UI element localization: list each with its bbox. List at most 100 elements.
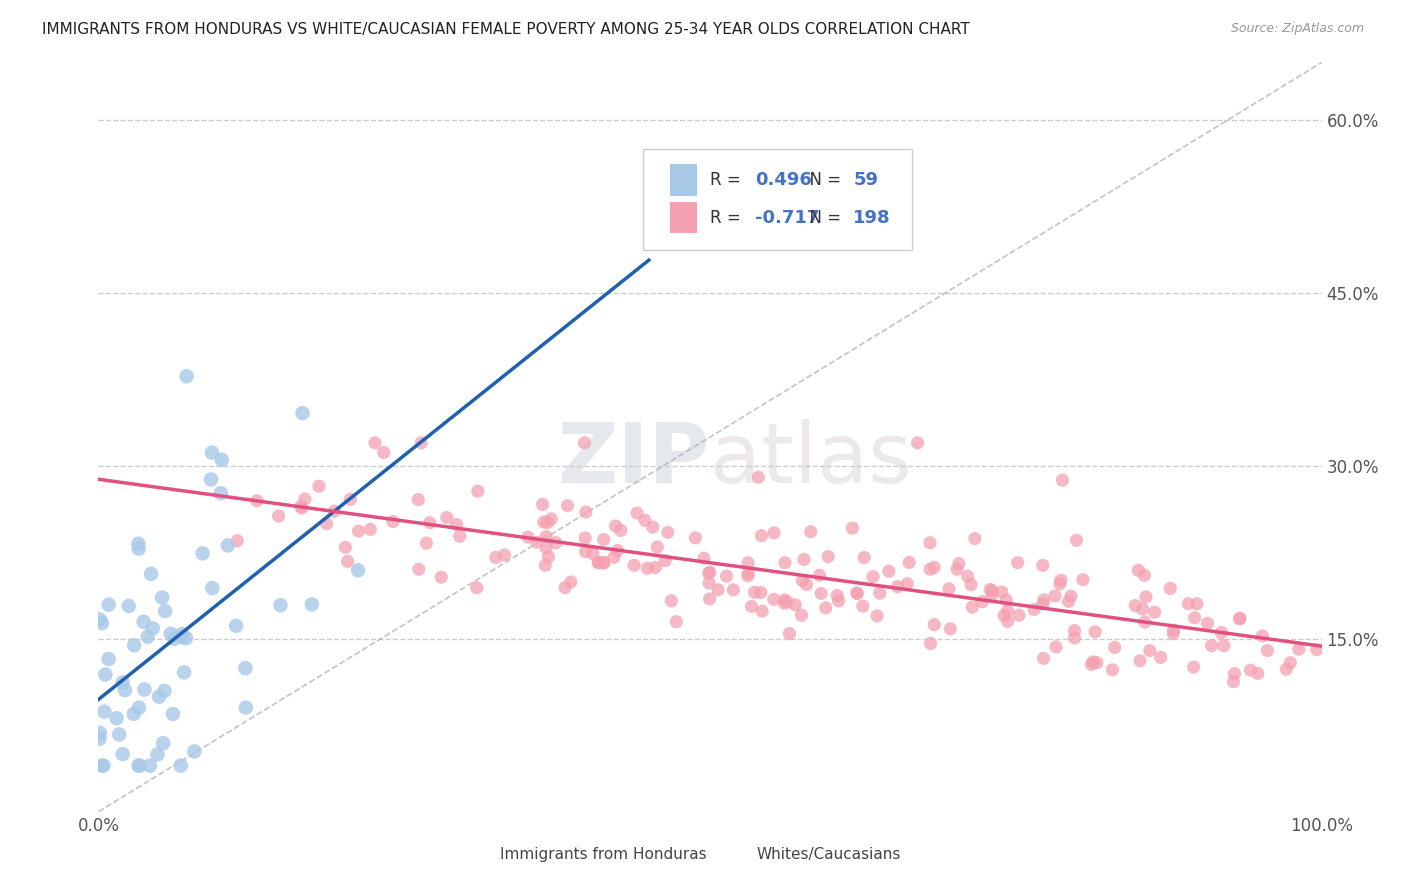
Point — [1135, 590, 1157, 604]
Point — [898, 556, 921, 570]
Point — [323, 504, 346, 518]
Point — [956, 569, 979, 583]
Point — [1139, 643, 1161, 657]
Point — [536, 516, 558, 530]
Point — [105, 711, 128, 725]
Point — [533, 515, 555, 529]
Point — [751, 604, 773, 618]
Point — [1032, 597, 1054, 611]
Point — [1066, 533, 1088, 548]
Point — [697, 566, 720, 581]
Text: ZIP: ZIP — [558, 419, 710, 500]
Point — [991, 585, 1014, 599]
Point — [647, 540, 669, 554]
Point — [657, 525, 679, 540]
Point — [751, 528, 773, 542]
Point — [972, 595, 994, 609]
Point — [773, 596, 796, 610]
Point — [91, 758, 114, 772]
Point — [997, 615, 1019, 629]
Point — [183, 744, 205, 758]
Point — [1085, 656, 1108, 670]
Point — [659, 594, 682, 608]
Point — [1132, 602, 1154, 616]
Point — [128, 700, 150, 714]
Point — [993, 608, 1015, 623]
Point — [997, 604, 1019, 618]
Point — [963, 532, 986, 546]
Point — [981, 583, 1004, 598]
Point — [290, 500, 312, 514]
Point — [152, 736, 174, 750]
Point — [948, 557, 970, 571]
Point — [1057, 594, 1080, 608]
Point — [1060, 589, 1083, 603]
Point — [415, 536, 437, 550]
Point — [623, 558, 645, 573]
Point — [716, 569, 738, 583]
Point — [93, 705, 115, 719]
Point — [962, 600, 984, 615]
Point — [1201, 639, 1223, 653]
Point — [641, 520, 664, 534]
Text: R =: R = — [710, 209, 747, 227]
Point — [211, 453, 233, 467]
Text: 198: 198 — [853, 209, 891, 227]
Point — [146, 747, 169, 762]
Point — [846, 586, 869, 600]
Point — [1163, 623, 1185, 637]
Point — [1063, 631, 1085, 645]
Point — [665, 615, 688, 629]
Point — [1275, 662, 1298, 676]
Point — [1043, 589, 1066, 603]
Text: 59: 59 — [853, 171, 879, 189]
Point — [810, 586, 832, 600]
Point — [408, 562, 430, 576]
Point — [128, 758, 150, 772]
Point — [111, 747, 134, 761]
Point — [436, 510, 458, 524]
Point — [89, 731, 111, 746]
Point — [1101, 663, 1123, 677]
Point — [150, 591, 173, 605]
Point — [560, 574, 582, 589]
Point — [246, 493, 269, 508]
Point — [634, 513, 657, 527]
Point — [896, 576, 918, 591]
Point — [170, 627, 193, 641]
Point — [1050, 573, 1073, 587]
Point — [1063, 624, 1085, 638]
Point — [603, 550, 626, 565]
Point — [139, 758, 162, 772]
Point — [1049, 577, 1071, 591]
Point — [827, 594, 849, 608]
Point — [1247, 666, 1270, 681]
Point — [235, 700, 257, 714]
Point — [592, 533, 614, 547]
Point — [159, 627, 181, 641]
Point — [979, 582, 1001, 597]
Text: Immigrants from Honduras: Immigrants from Honduras — [499, 847, 706, 862]
Point — [853, 550, 876, 565]
Point — [747, 470, 769, 484]
Point — [359, 522, 381, 536]
FancyBboxPatch shape — [669, 202, 696, 234]
Point — [644, 560, 666, 574]
Point — [1256, 643, 1278, 657]
Point — [693, 551, 716, 566]
Point — [592, 555, 614, 569]
Point — [749, 585, 772, 599]
Point — [574, 435, 596, 450]
Point — [699, 566, 721, 580]
Point — [938, 582, 960, 596]
Point — [132, 615, 155, 629]
Point — [554, 581, 576, 595]
Point — [924, 617, 946, 632]
Point — [773, 592, 796, 607]
Point — [825, 589, 848, 603]
Point — [449, 529, 471, 543]
Point — [737, 556, 759, 570]
Point — [118, 599, 141, 613]
Point — [430, 570, 453, 584]
Point — [1143, 605, 1166, 619]
